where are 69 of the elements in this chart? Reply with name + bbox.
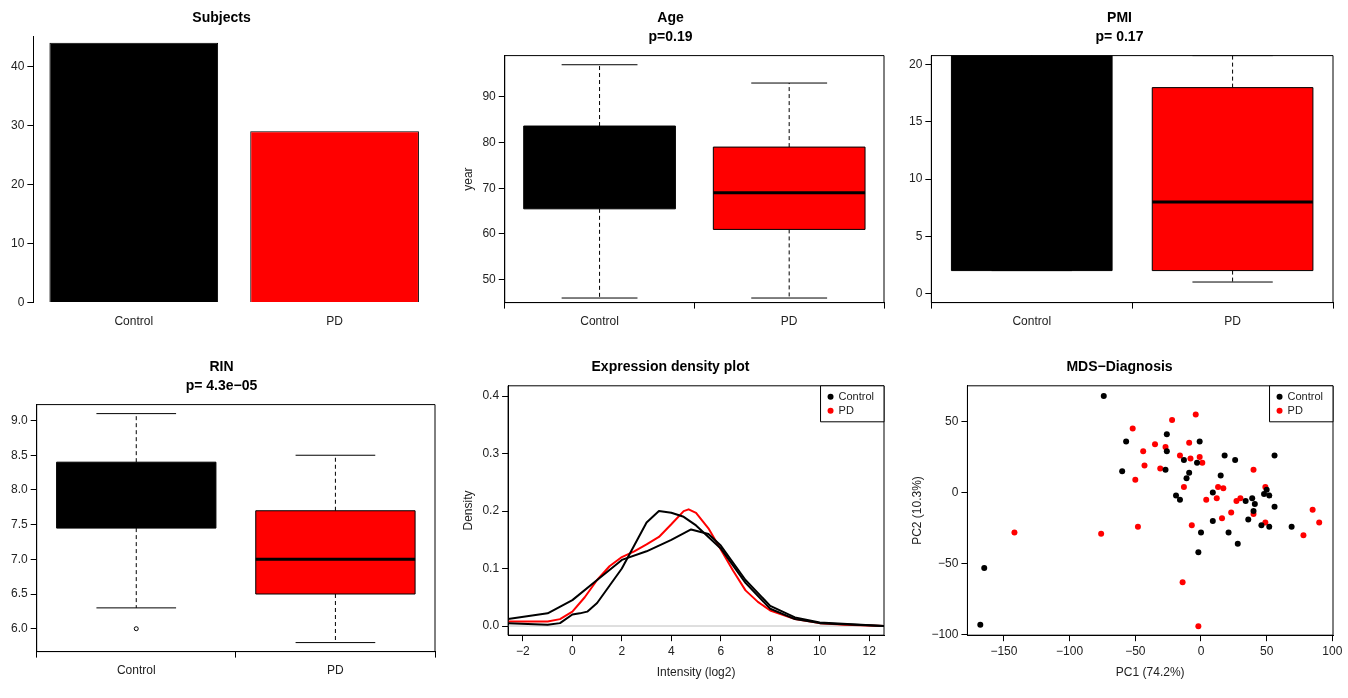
chart-title: MDS−Diagnosis [1066,358,1173,375]
y-tick-label: 10 [908,171,923,186]
x-tick-label: 0 [569,643,577,658]
y-tick-label: 50 [945,413,959,428]
y-tick-label: 0.3 [482,445,500,460]
y-tick-label: 20 [10,176,25,191]
y-tick-label: 60 [482,226,497,241]
x-tick-label: Control [1012,314,1052,329]
chart-title: Expression density plot [591,358,750,375]
x-axis-title: PC1 (74.2%) [1115,665,1185,680]
legend-label: PD [838,403,854,416]
legend-label: Control [1287,389,1324,402]
y-tick-label: 0.4 [482,388,500,403]
legend-label: Control [838,389,875,402]
y-tick-label: 8.0 [10,482,28,497]
y-tick-label: 0.1 [482,560,500,575]
x-tick-label: −50 [1125,643,1146,658]
y-tick-label: 7.5 [10,516,28,531]
y-tick-label: 6.0 [10,621,28,636]
y-tick-label: 0 [17,294,25,309]
y-tick-label: 7.0 [10,551,28,566]
y-tick-label: −50 [938,555,959,570]
y-tick-label: 0 [915,285,923,300]
x-tick-label: −100 [1056,643,1084,658]
y-tick-label: 40 [10,58,25,73]
chart-title: Age [657,9,684,26]
y-tick-label: 8.5 [10,447,28,462]
x-tick-label: 0 [1197,643,1205,658]
chart-subtitle: p=0.19 [648,28,693,45]
x-tick-label: 2 [618,643,626,658]
y-axis-title: year [460,167,475,191]
y-tick-label: 50 [482,272,497,287]
y-tick-label: 0.0 [482,618,500,633]
x-tick-label: Control [580,314,619,329]
y-tick-label: 80 [482,134,497,149]
y-tick-label: 9.0 [10,412,28,427]
y-tick-label: 30 [10,117,25,132]
y-tick-label: 0.2 [482,503,500,518]
x-tick-label: 100 [1322,643,1343,658]
y-tick-label: 6.5 [10,586,28,601]
y-tick-label: 70 [482,180,497,195]
x-tick-label: 50 [1259,643,1274,658]
chart-subtitle: p= 0.17 [1095,28,1144,45]
x-tick-label: −2 [516,643,531,658]
x-tick-label: PD [326,314,344,329]
chart-title: RIN [209,358,234,375]
x-tick-label: 10 [813,643,827,658]
x-tick-label: 8 [766,643,774,658]
x-tick-label: 12 [862,643,877,658]
chart-subtitle: p= 4.3e−05 [185,377,258,394]
y-tick-label: −100 [931,627,959,642]
y-tick-label: 5 [915,228,923,243]
y-tick-label: 15 [908,114,923,129]
y-tick-label: 10 [10,235,25,250]
y-axis-title: PC2 (10.3%) [909,476,924,545]
x-tick-label: Control [114,314,154,329]
chart-title: Subjects [192,9,251,26]
x-tick-label: PD [780,314,798,329]
x-tick-label: 6 [717,643,725,658]
x-tick-label: −150 [990,643,1018,658]
y-tick-label: 0 [951,484,959,499]
legend-label: PD [1287,403,1303,416]
x-tick-label: PD [1224,314,1242,329]
x-axis-title: Intensity (log2) [656,665,736,680]
y-axis-title: Density [460,490,475,531]
y-tick-label: 20 [908,57,923,72]
x-tick-label: 4 [667,643,675,658]
chart-title: PMI [1107,9,1132,26]
y-tick-label: 90 [482,89,497,104]
